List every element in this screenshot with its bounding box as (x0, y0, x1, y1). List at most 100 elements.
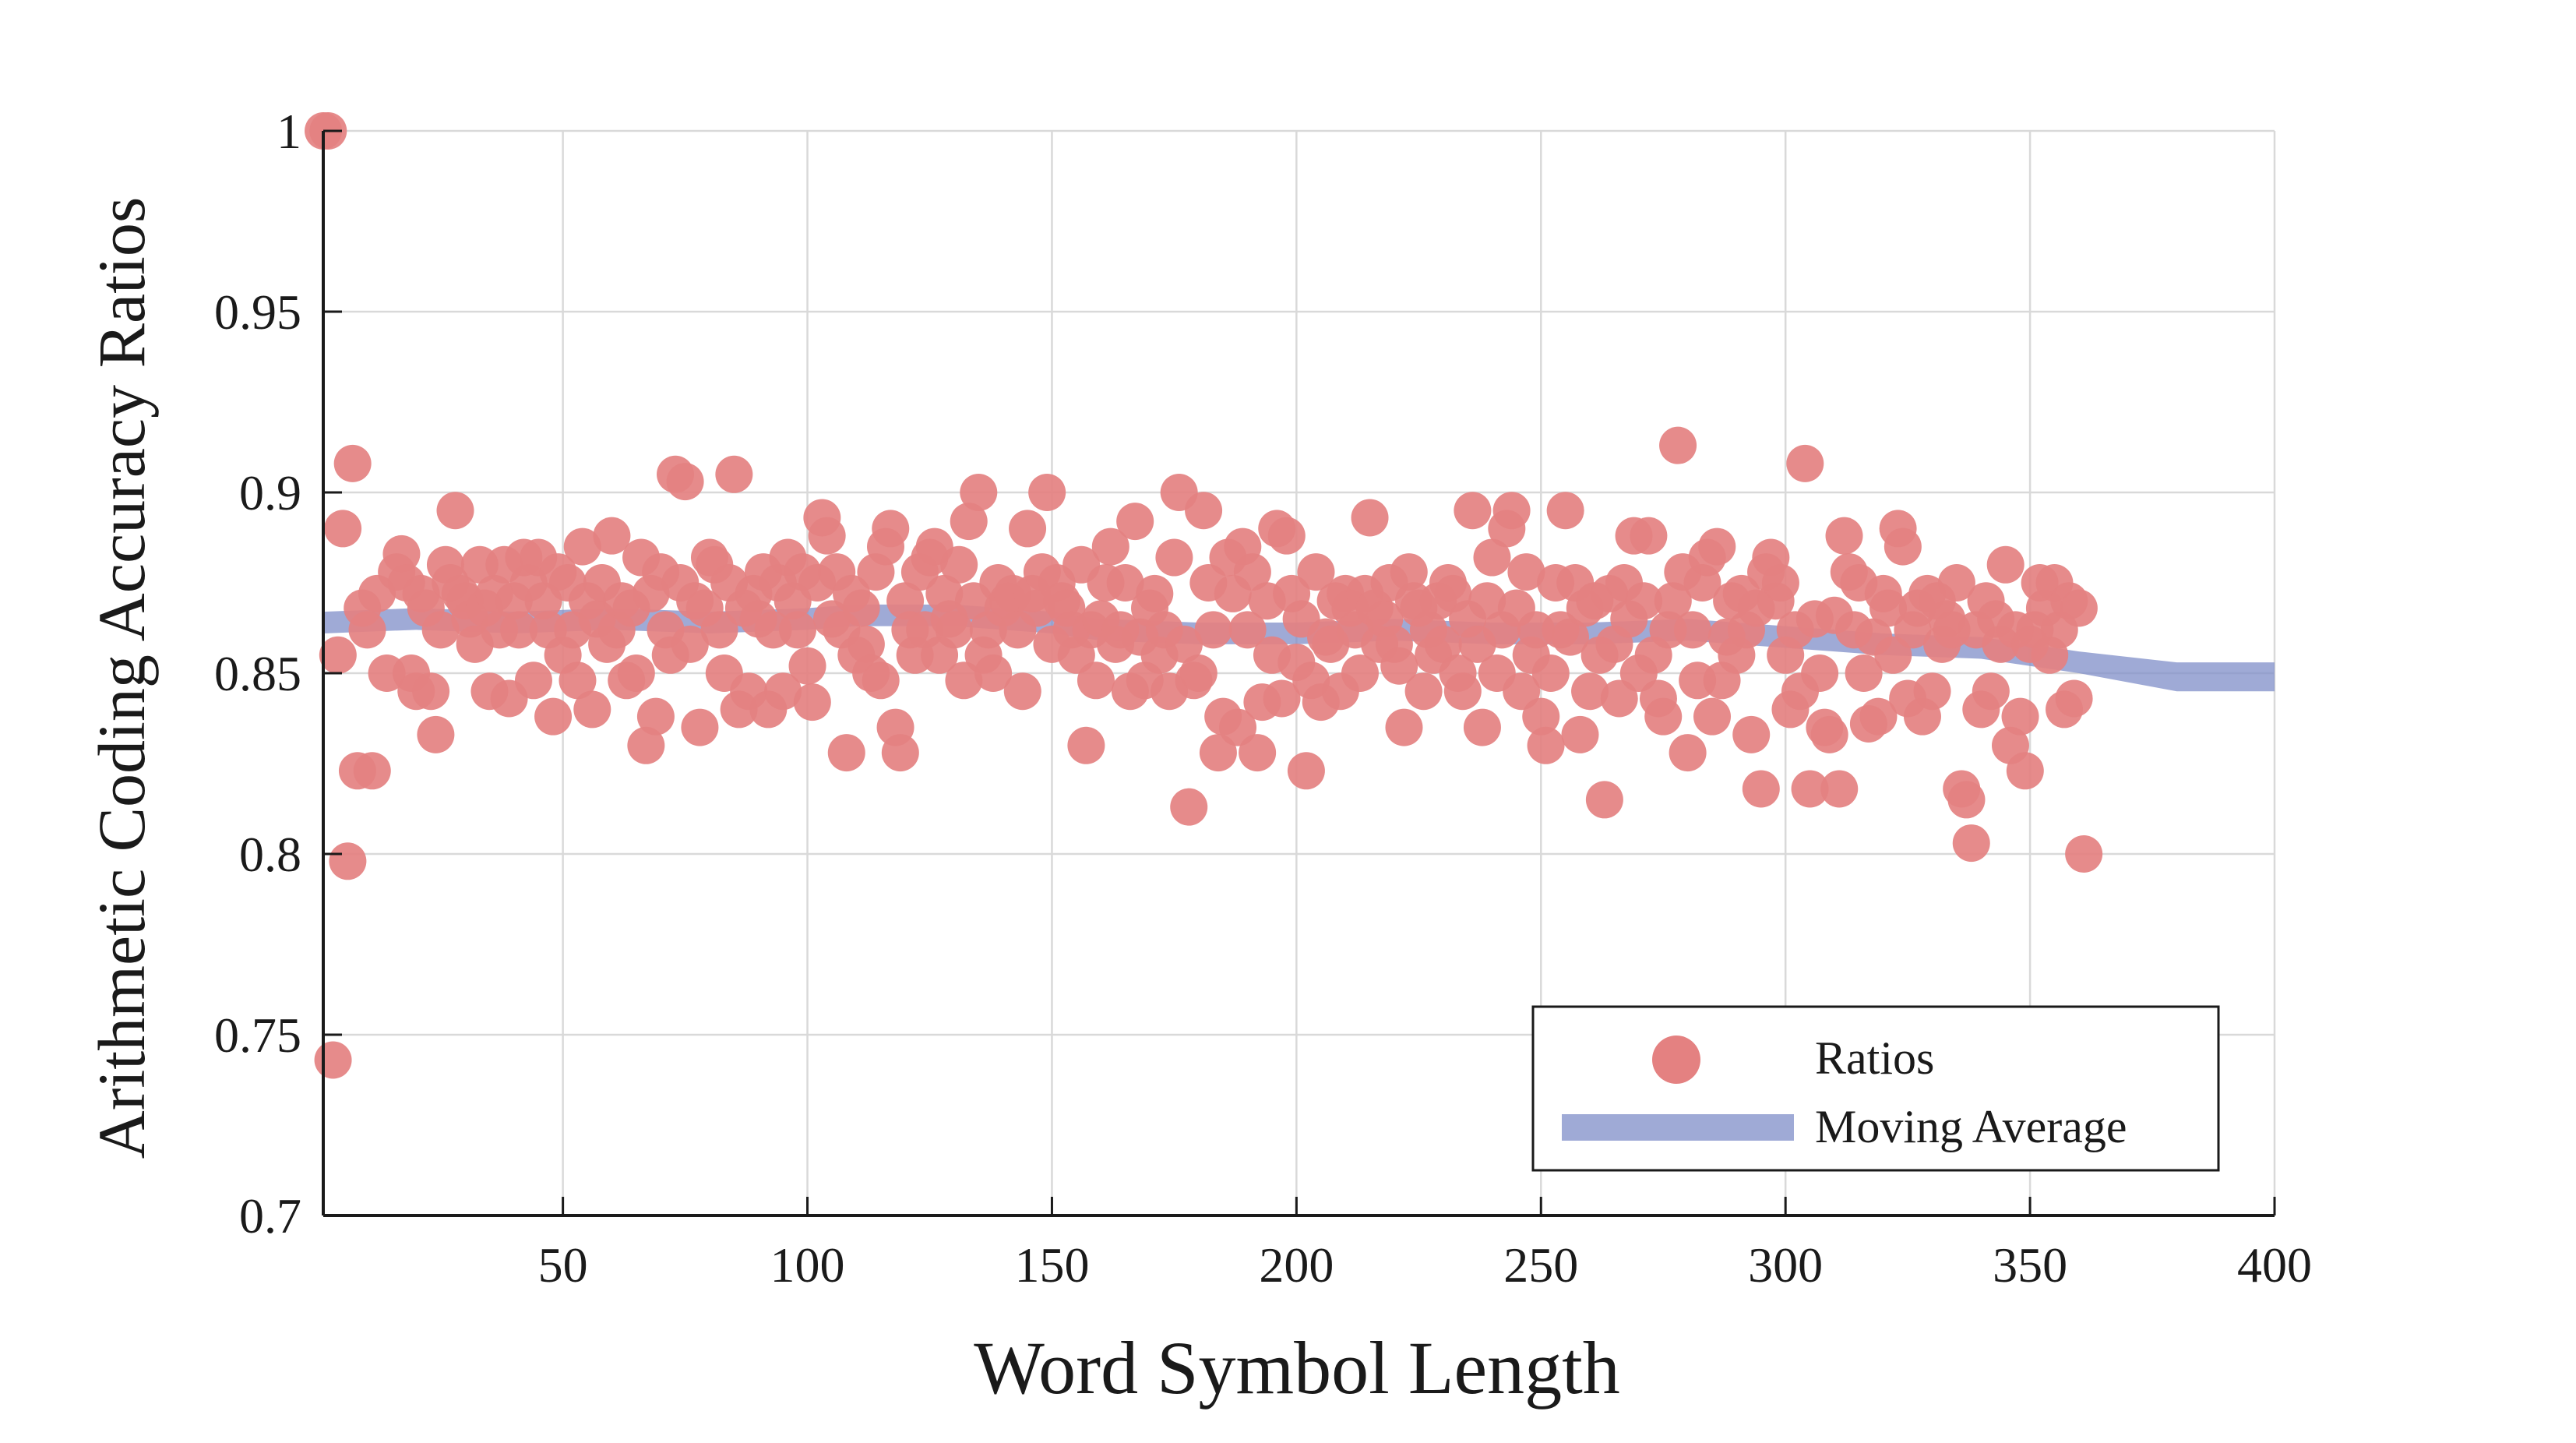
ratio-point (671, 625, 709, 663)
ratio-point (1267, 517, 1306, 555)
ratio-point (319, 636, 357, 674)
y-tick-label: 0.85 (214, 646, 301, 701)
ratio-point (715, 455, 753, 493)
ratio-point (1845, 654, 1883, 692)
ratio-point (324, 510, 362, 548)
ratio-point (1654, 582, 1692, 620)
y-tick-label: 1 (277, 104, 301, 159)
ratio-point (1106, 564, 1144, 602)
ratio-point (764, 672, 802, 711)
x-tick-label: 200 (1259, 1237, 1334, 1293)
x-tick-label: 400 (2237, 1237, 2312, 1293)
ratio-point (1239, 734, 1277, 772)
ratio-point (881, 734, 919, 772)
legend: Ratios Moving Average (1531, 1005, 2220, 1172)
ratio-point (1859, 697, 1898, 736)
ratio-point (559, 662, 597, 700)
ratio-point (1233, 553, 1271, 591)
ratio-point (1561, 715, 1599, 753)
ratio-point (1170, 788, 1208, 826)
ratio-point (412, 672, 450, 711)
ratio-point (382, 535, 421, 573)
ratio-point (1297, 553, 1335, 591)
legend-moving-average-swatch (1562, 1114, 1794, 1141)
ratio-point (1825, 517, 1863, 555)
ratio-point (847, 625, 885, 663)
ratio-point (1531, 654, 1570, 692)
ratio-point (617, 654, 655, 692)
tick-labels: 50 100 150 200 250 300 350 400 0.7 0.75 0.8 0.85 0.9… (214, 104, 2312, 1293)
ratio-point (1263, 679, 1301, 718)
ratio-point (534, 697, 573, 736)
ratio-point (2055, 679, 2093, 718)
x-tick-label: 100 (770, 1237, 845, 1293)
ratio-point (1630, 517, 1668, 555)
ratio-point (1972, 672, 2010, 711)
ratio-point (1468, 582, 1506, 620)
legend-moving-average-label: Moving Average (1815, 1101, 2127, 1152)
ratio-point (1522, 697, 1560, 736)
ratio-point (1644, 697, 1683, 736)
ratio-point (1820, 770, 1859, 808)
ratio-point (1546, 492, 1584, 530)
ratio-point (1194, 611, 1232, 649)
axes (322, 129, 2276, 1217)
ratio-point (1454, 492, 1492, 530)
ratio-point (1165, 625, 1203, 663)
ratio-point (1028, 474, 1066, 511)
y-tick-label: 0.95 (214, 284, 301, 340)
ratio-point (1424, 625, 1462, 663)
ratio-point (1761, 564, 1799, 602)
ratio-point (2006, 752, 2044, 790)
ratio-point (935, 611, 973, 649)
ratio-point (940, 545, 978, 584)
x-tick-label: 300 (1748, 1237, 1823, 1293)
ratio-point (1473, 538, 1511, 577)
x-axis-label: Word Symbol Length (974, 1326, 1620, 1409)
ratio-point (348, 611, 386, 649)
ratio-point (1869, 589, 1908, 627)
ratio-point (353, 752, 391, 790)
ratio-point (788, 647, 826, 685)
ratio-point (1527, 726, 1565, 764)
ratio-point (1228, 611, 1267, 649)
ratio-point (333, 444, 372, 482)
ratio-point (872, 510, 910, 548)
ratio-point (1463, 708, 1501, 746)
ratio-point (808, 517, 846, 555)
ratio-point (1443, 672, 1482, 711)
ratio-point (436, 492, 474, 530)
legend-ratios-label: Ratios (1815, 1032, 1934, 1084)
x-tick-label: 350 (1993, 1237, 2067, 1293)
ratio-point (1810, 715, 1848, 753)
ratio-point (1185, 492, 1223, 530)
ratio-point (1492, 492, 1531, 530)
ratio-point (1801, 654, 1839, 692)
ratio-point (1385, 708, 1423, 746)
ratio-point (417, 715, 455, 753)
legend-box (1531, 1005, 2220, 1172)
ratio-point (329, 842, 367, 880)
y-tick-label: 0.9 (239, 465, 301, 520)
ratio-point (1199, 734, 1237, 772)
ratio-point (1341, 654, 1379, 692)
ratio-point (950, 503, 988, 541)
ratio-point (1693, 697, 1732, 736)
ratio-point (1287, 752, 1325, 790)
ratio-point (1659, 426, 1697, 464)
ratio-point (1600, 679, 1638, 718)
ratio-point (1884, 527, 1922, 566)
ratio-point (778, 611, 816, 649)
ratio-point (1698, 527, 1736, 566)
legend-ratios-marker (1652, 1036, 1700, 1084)
ratio-point (827, 734, 865, 772)
ratio-point (2065, 835, 2103, 873)
ratio-point (514, 662, 552, 700)
x-tick-label: 50 (538, 1237, 588, 1293)
ratio-point (681, 708, 719, 746)
ratio-point (573, 690, 611, 729)
x-tick-label: 250 (1503, 1237, 1578, 1293)
ratio-point (1732, 715, 1771, 753)
